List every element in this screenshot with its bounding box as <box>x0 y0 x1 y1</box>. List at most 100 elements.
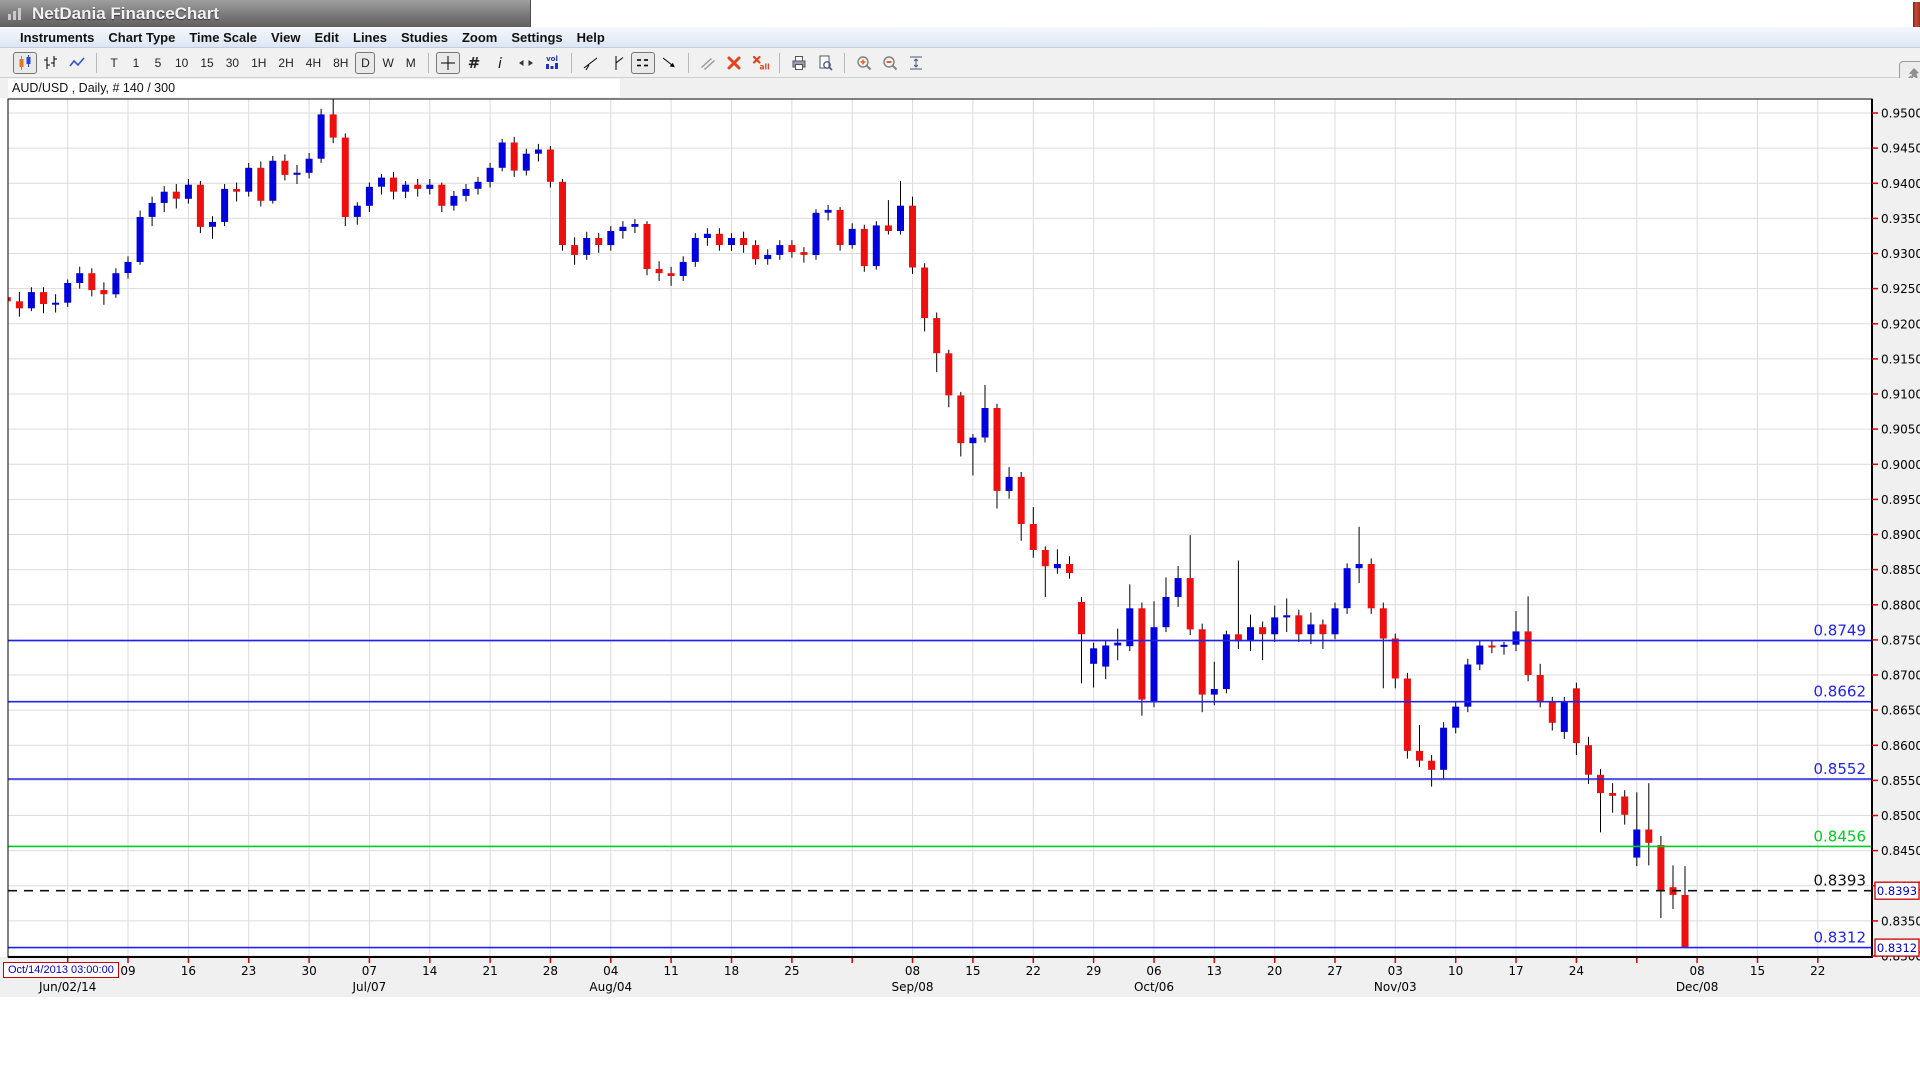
volume-icon: vol <box>545 55 558 69</box>
x-tick-label: 06 <box>1146 964 1161 978</box>
grid-button[interactable]: # <box>462 52 486 74</box>
menu-item-studies[interactable]: Studies <box>400 29 448 45</box>
candle-body <box>160 191 168 203</box>
crosshair-button[interactable] <box>435 51 460 74</box>
interval-button-15[interactable]: 15 <box>195 52 218 74</box>
menu-item-chart-type[interactable]: Chart Type <box>108 29 176 45</box>
candle-body <box>1597 774 1604 794</box>
candle-body <box>667 273 675 276</box>
candle-body <box>1476 645 1484 665</box>
volume-button[interactable]: vol <box>540 52 564 74</box>
menu-item-time-scale[interactable]: Time Scale <box>189 29 258 45</box>
candle-body <box>836 209 844 245</box>
candle-body <box>1488 645 1496 648</box>
x-tick-label: 27 <box>1327 964 1342 978</box>
candle-body <box>1621 796 1629 815</box>
menu-item-settings[interactable]: Settings <box>511 29 563 45</box>
toolbar: T 1 5 10 15 30 1H 2H 4H 8H D W M # i vol all <box>0 48 1920 78</box>
candlestick-chart[interactable]: 0.8749 0.8662 0.8552 0.8456 0.8393 0.8312 0.95… <box>0 78 1920 1085</box>
y-tick-label: 0.9450 <box>1881 142 1920 156</box>
print-preview-button[interactable] <box>813 52 837 74</box>
interval-button-5[interactable]: 5 <box>148 52 168 74</box>
instrument-label: AUD/USD , Daily, # 140 / 300 <box>12 81 176 95</box>
menu-item-instruments[interactable]: Instruments <box>20 29 95 45</box>
candle-body <box>293 172 301 175</box>
candle-body <box>607 231 615 246</box>
delete-selected-button[interactable] <box>722 52 746 74</box>
candle-body <box>329 114 337 138</box>
candle-body <box>136 217 144 262</box>
delete-all-icon: all <box>752 55 769 71</box>
candle-body <box>1114 642 1122 646</box>
y-tick-label: 0.8650 <box>1881 704 1920 718</box>
candle-body <box>1500 644 1508 647</box>
candle-body <box>40 292 47 304</box>
toolbar-separator <box>687 52 689 73</box>
candle-body <box>414 184 422 189</box>
candle-body <box>740 238 748 245</box>
candle-body <box>534 149 542 154</box>
x-tick-label: 04 <box>603 964 618 978</box>
fit-vertical-button[interactable] <box>904 52 928 74</box>
interval-button-M[interactable]: M <box>401 52 421 74</box>
candle-body <box>571 245 579 255</box>
expand-horizontal-button[interactable] <box>514 52 538 74</box>
x-tick-label: 09 <box>120 964 135 978</box>
interval-button-1[interactable]: 1 <box>126 52 146 74</box>
axis-price-box[interactable] <box>1874 938 1920 957</box>
title-bar[interactable]: NetDania FinanceChart <box>0 0 531 28</box>
candle-body <box>233 188 241 192</box>
y-tick-label: 0.9500 <box>1881 107 1920 121</box>
candle-body <box>510 142 518 171</box>
candlestick-chart-button[interactable] <box>13 51 37 74</box>
interval-button-2H[interactable]: 2H <box>273 52 298 74</box>
interval-button-4H[interactable]: 4H <box>301 52 326 74</box>
candle-body <box>64 283 72 303</box>
candle-body <box>390 177 397 192</box>
candle-body <box>1572 688 1580 744</box>
delete-all-button[interactable]: all <box>748 52 772 74</box>
parallel-lines-button[interactable] <box>696 52 720 74</box>
interval-button-8H[interactable]: 8H <box>328 52 353 74</box>
menu-item-edit[interactable]: Edit <box>314 29 339 45</box>
interval-button-1H[interactable]: 1H <box>246 52 271 74</box>
vertical-line-button[interactable] <box>605 52 629 74</box>
candle-body <box>1259 627 1267 635</box>
menu-item-help[interactable]: Help <box>576 29 605 45</box>
y-tick-label: 0.9300 <box>1881 247 1920 261</box>
print-preview-icon <box>819 55 833 71</box>
x-tick-label: 13 <box>1207 964 1222 978</box>
candle-body <box>317 114 325 159</box>
interval-button-30[interactable]: 30 <box>221 52 244 74</box>
horizontal-lines-button[interactable] <box>630 51 655 74</box>
fit-vertical-icon <box>909 56 922 69</box>
interval-button-T[interactable]: T <box>104 52 124 74</box>
zoom-out-button[interactable] <box>878 52 902 74</box>
line-chart-button[interactable] <box>65 52 89 74</box>
interval-button-10[interactable]: 10 <box>170 52 193 74</box>
x-tick-label: 08 <box>1689 964 1704 978</box>
candle-body <box>124 261 132 274</box>
candle-body <box>1452 706 1460 728</box>
candle-body <box>1017 476 1025 524</box>
print-button[interactable] <box>787 52 811 74</box>
candle-body <box>1343 568 1351 609</box>
interval-button-D[interactable]: D <box>355 51 376 74</box>
candle-body <box>957 395 965 444</box>
svg-text:vol: vol <box>546 55 558 63</box>
candle-body <box>1186 578 1194 630</box>
candle-body <box>341 137 349 217</box>
menu-item-view[interactable]: View <box>271 29 301 45</box>
candle-body <box>498 142 506 168</box>
menu-item-zoom[interactable]: Zoom <box>461 29 498 45</box>
ohlc-bar-chart-button[interactable] <box>39 52 63 74</box>
info-button[interactable]: i <box>488 52 512 74</box>
interval-button-W[interactable]: W <box>377 52 398 74</box>
zoom-in-button[interactable] <box>852 52 876 74</box>
axis-price-box[interactable] <box>1874 881 1920 900</box>
candle-body <box>583 238 591 255</box>
menu-item-lines[interactable]: Lines <box>353 29 387 45</box>
ray-arrow-button[interactable] <box>657 52 681 74</box>
trendline-button[interactable] <box>579 52 603 74</box>
x-tick-label: 22 <box>1026 964 1041 978</box>
